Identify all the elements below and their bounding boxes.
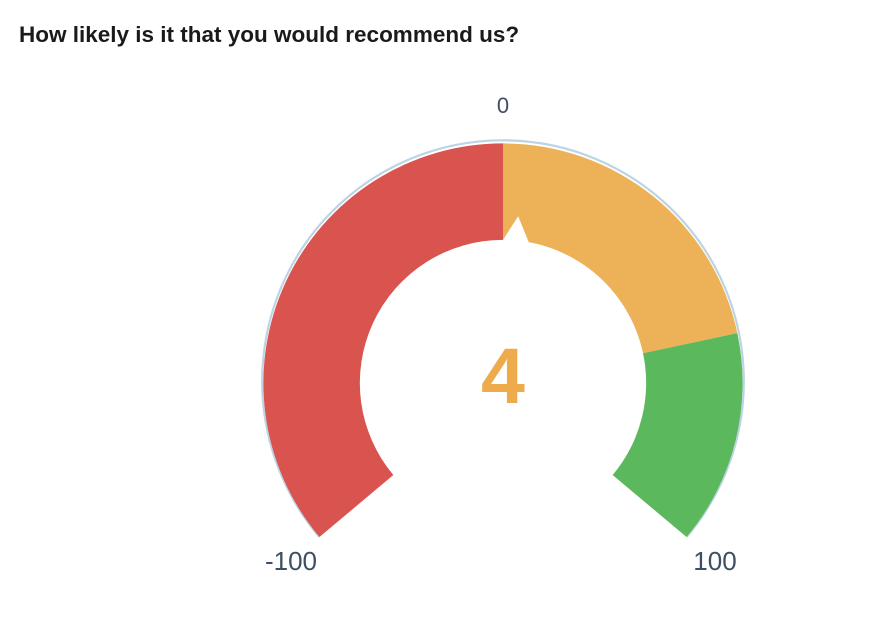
svg-text:0: 0	[497, 93, 509, 118]
svg-text:4: 4	[481, 331, 525, 420]
svg-text:100: 100	[693, 546, 736, 576]
svg-text:-100: -100	[265, 546, 317, 576]
